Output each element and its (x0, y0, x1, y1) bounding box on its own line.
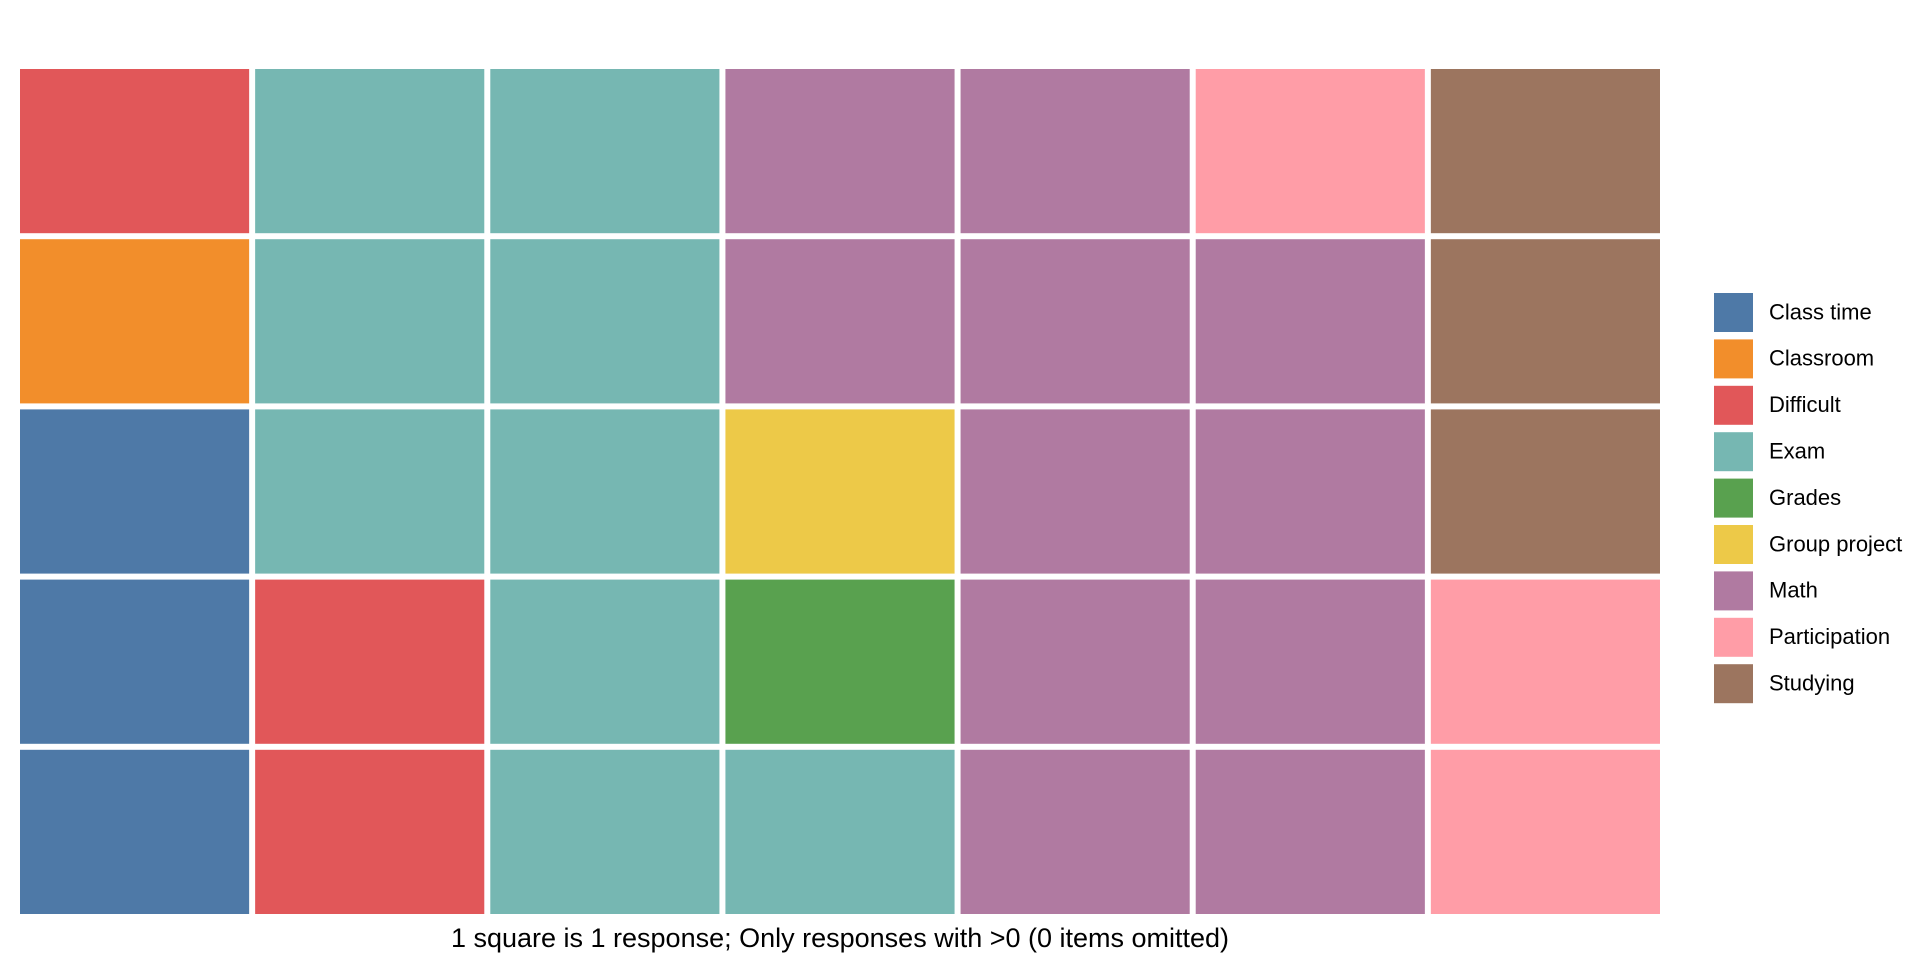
legend-label: Participation (1769, 624, 1890, 649)
waffle-square (725, 239, 955, 404)
waffle-square (1195, 409, 1425, 574)
waffle-square (20, 749, 250, 914)
legend-label: Exam (1769, 439, 1825, 464)
legend-swatch (1712, 383, 1755, 427)
waffle-square (490, 749, 720, 914)
waffle-square (255, 239, 485, 404)
legend-swatch (1712, 569, 1755, 613)
waffle-square (255, 69, 485, 234)
waffle-square (490, 239, 720, 404)
legend-label: Grades (1769, 485, 1841, 510)
legend-swatch (1712, 476, 1755, 520)
waffle-square (20, 239, 250, 404)
waffle-square (255, 579, 485, 744)
legend-swatch (1712, 430, 1755, 474)
waffle-square (20, 409, 250, 574)
legend-swatch (1712, 337, 1755, 381)
legend-swatch (1712, 291, 1755, 334)
waffle-square (1195, 69, 1425, 234)
waffle-square (490, 579, 720, 744)
legend-swatch (1712, 523, 1755, 566)
waffle-square (255, 749, 485, 914)
waffle-square (725, 579, 955, 744)
waffle-square (1430, 579, 1660, 744)
legend-label: Studying (1769, 671, 1855, 696)
legend-label: Group project (1769, 531, 1902, 556)
waffle-square (1430, 409, 1660, 574)
legend-label: Difficult (1769, 392, 1841, 417)
waffle-square (255, 409, 485, 574)
waffle-square (1195, 239, 1425, 404)
waffle-square (725, 409, 955, 574)
legend-swatch (1712, 662, 1755, 706)
legend-swatch (1712, 615, 1755, 659)
waffle-square (20, 579, 250, 744)
waffle-square (725, 69, 955, 234)
waffle-square (960, 69, 1190, 234)
waffle-square (1430, 239, 1660, 404)
waffle-square (1430, 69, 1660, 234)
legend-label: Class time (1769, 299, 1872, 324)
waffle-square (960, 409, 1190, 574)
waffle-square (960, 579, 1190, 744)
legend-label: Math (1769, 578, 1818, 603)
waffle-square (490, 69, 720, 234)
waffle-square (490, 409, 720, 574)
chart-caption: 1 square is 1 response; Only responses w… (451, 923, 1229, 953)
waffle-square (1195, 749, 1425, 914)
waffle-square (1195, 579, 1425, 744)
waffle-square (725, 749, 955, 914)
waffle-square (960, 239, 1190, 404)
legend-label: Classroom (1769, 346, 1874, 371)
waffle-square (960, 749, 1190, 914)
waffle-square (20, 69, 250, 234)
waffle-square (1430, 749, 1660, 914)
